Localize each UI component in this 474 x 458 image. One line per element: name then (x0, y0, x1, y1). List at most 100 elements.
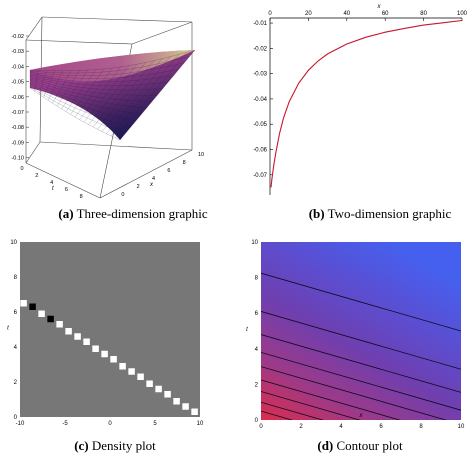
y-tick-label: -0.04 (253, 97, 267, 103)
x-tick-label: 100 (457, 11, 468, 17)
y-tick-label: -0.07 (253, 173, 267, 179)
y-tick-label: -0.05 (253, 122, 267, 128)
surface-mesh-line (56, 70, 80, 107)
density-square (128, 368, 135, 375)
density-square (56, 321, 63, 328)
t-tick-label: 0 (20, 166, 23, 172)
contour-line (261, 334, 461, 393)
t-axis-label: t (52, 186, 54, 192)
density-plot: -10 -5 0 5 10 0 2 4 6 8 10 t (7, 240, 204, 427)
t-tick-label: 2 (35, 173, 38, 179)
x-tick-label: 10 (198, 152, 204, 158)
contour-line (261, 366, 448, 420)
caption-a-text: Three-dimension graphic (76, 206, 208, 221)
surface-mesh-line (115, 52, 187, 139)
t-tick-label: 4 (50, 180, 53, 186)
box-edge (25, 16, 43, 41)
x-tick-label: 60 (382, 11, 389, 17)
caption-d: (d) Contour plot (300, 438, 420, 454)
density-square (191, 408, 198, 415)
y-tick-label: 0 (14, 415, 18, 421)
x-tick-label: 5 (153, 421, 157, 427)
y-axis-label: t (246, 327, 248, 333)
surface-mesh-line (101, 58, 163, 132)
z-tick-label: -0.05 (11, 80, 24, 86)
density-square (164, 391, 171, 398)
contour-line (261, 272, 461, 332)
caption-c-tag: (c) (74, 438, 89, 453)
box-edge (131, 21, 193, 45)
x-tick-label: 8 (419, 424, 423, 430)
contour-line (261, 311, 461, 370)
density-square (146, 380, 153, 387)
density-square (101, 350, 108, 358)
surface-mesh-line (52, 70, 72, 104)
box-edge (25, 141, 41, 164)
contour-line (261, 391, 361, 420)
surface-mesh-line (43, 70, 55, 98)
surface-mesh-line (70, 68, 105, 115)
box-edge (25, 39, 133, 45)
box-edge (25, 162, 101, 199)
x-tick-label: 80 (420, 11, 427, 17)
contour-line (261, 351, 461, 411)
contour-line (261, 379, 401, 420)
density-square (74, 333, 81, 340)
caption-c: (c) Density plot (60, 438, 170, 454)
surface-mesh-line (74, 67, 113, 118)
y-axis-label: t (7, 326, 9, 332)
z-tick-label: -0.08 (11, 125, 24, 131)
caption-a-tag: (a) (58, 206, 74, 221)
y-tick-label: -0.06 (253, 147, 267, 153)
caption-b: (b) Two-dimension graphic (300, 206, 460, 222)
surface-mesh-line (65, 69, 97, 112)
x-axis-label: x (359, 413, 364, 419)
box-edge (99, 149, 193, 199)
y-tick-label: 4 (14, 345, 18, 351)
density-square (182, 403, 189, 410)
surface-mesh-line (119, 49, 196, 141)
density-square (83, 338, 90, 345)
x-tick-label: 6 (379, 424, 383, 430)
z-tick-label: -0.04 (11, 64, 24, 70)
surface-highlight (30, 50, 195, 82)
density-square (137, 373, 144, 380)
surface-mesh-line (38, 70, 47, 95)
box-edge (41, 16, 193, 23)
surface-mesh-line (47, 70, 64, 101)
z-tick-label: -0.06 (11, 95, 24, 101)
y-tick-label: -0.02 (253, 46, 267, 52)
x-axis-label: x (377, 4, 382, 10)
density-square (20, 300, 27, 307)
x-tick-label: -5 (62, 421, 68, 427)
surface-mesh-line (79, 66, 121, 120)
x-tick-label: 2 (299, 424, 303, 430)
surface-mesh-line (88, 64, 138, 125)
y-tick-label: 8 (255, 276, 259, 282)
x-tick-label: 0 (259, 424, 263, 430)
x-tick-label: 20 (305, 11, 312, 17)
two-dimension-graphic: 0 20 40 60 80 100 x -0.01 -0.02 -0.03 -0.04 -0.05 -0… (253, 4, 468, 195)
z-tick-label: -0.09 (11, 140, 24, 146)
density-square (47, 315, 54, 323)
density-square (119, 363, 126, 370)
surface-mesh-line (83, 65, 130, 123)
x-tick-label: 8 (183, 160, 186, 166)
y-tick-label: -0.01 (253, 21, 267, 27)
surface-mesh-line (61, 70, 88, 109)
density-square (65, 328, 72, 335)
x-tick-label: 4 (152, 176, 155, 182)
contour-plot: 0 2 4 6 8 10 x 0 2 4 6 8 10 t (246, 240, 465, 430)
y-tick-label: 6 (255, 311, 259, 317)
x-tick-label: 2 (137, 184, 140, 190)
x-tick-label: 10 (197, 421, 204, 427)
caption-c-text: Density plot (91, 438, 156, 453)
x-axis-label: x (149, 182, 154, 188)
density-square (110, 356, 117, 363)
density-square (29, 303, 36, 310)
density-background (20, 242, 200, 417)
surface-mesh-line (92, 62, 146, 127)
x-tick-label: 40 (343, 11, 350, 17)
y-tick-label: 10 (10, 240, 17, 246)
t-tick-label: 8 (80, 194, 83, 200)
